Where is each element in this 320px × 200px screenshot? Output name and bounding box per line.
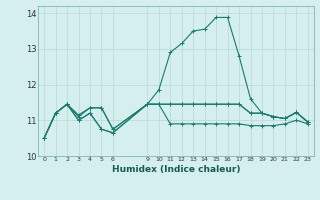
X-axis label: Humidex (Indice chaleur): Humidex (Indice chaleur) — [112, 165, 240, 174]
